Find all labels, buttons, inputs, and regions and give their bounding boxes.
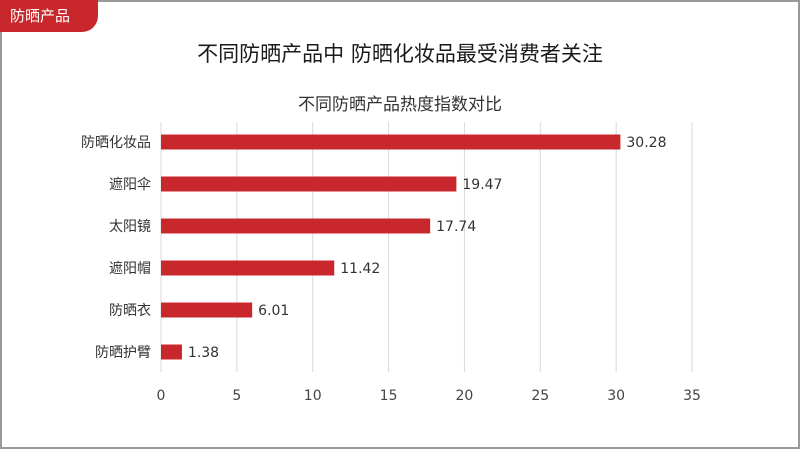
data-label: 19.47 (462, 177, 502, 193)
x-tick-label: 10 (304, 388, 322, 404)
x-tick-label: 5 (232, 388, 241, 404)
chart-title: 不同防晒产品热度指数对比 (298, 95, 502, 115)
category-label: 遮阳帽 (109, 261, 151, 277)
data-label: 1.38 (188, 345, 219, 361)
category-label: 防晒衣 (109, 303, 151, 319)
bar (161, 134, 621, 150)
data-label: 6.01 (258, 303, 289, 319)
x-tick-label: 35 (683, 388, 701, 404)
x-tick-label: 30 (607, 388, 625, 404)
bar (161, 302, 253, 318)
data-label: 17.74 (436, 219, 476, 235)
x-tick-label: 0 (157, 388, 166, 404)
headline: 不同防晒产品中 防晒化妆品最受消费者关注 (197, 42, 603, 66)
data-label: 11.42 (340, 261, 380, 277)
data-label: 30.28 (626, 135, 666, 151)
bar (161, 260, 335, 276)
category-label: 太阳镜 (109, 219, 151, 235)
category-tag: 防晒产品 (0, 0, 98, 32)
category-label: 防晒化妆品 (81, 135, 151, 151)
bar (161, 176, 457, 192)
x-tick-label: 25 (531, 388, 549, 404)
x-tick-label: 15 (380, 388, 398, 404)
category-label: 遮阳伞 (109, 176, 151, 193)
bar (161, 218, 431, 234)
x-tick-label: 20 (456, 388, 474, 404)
category-label: 防晒护臂 (95, 345, 151, 361)
bar (161, 344, 182, 360)
